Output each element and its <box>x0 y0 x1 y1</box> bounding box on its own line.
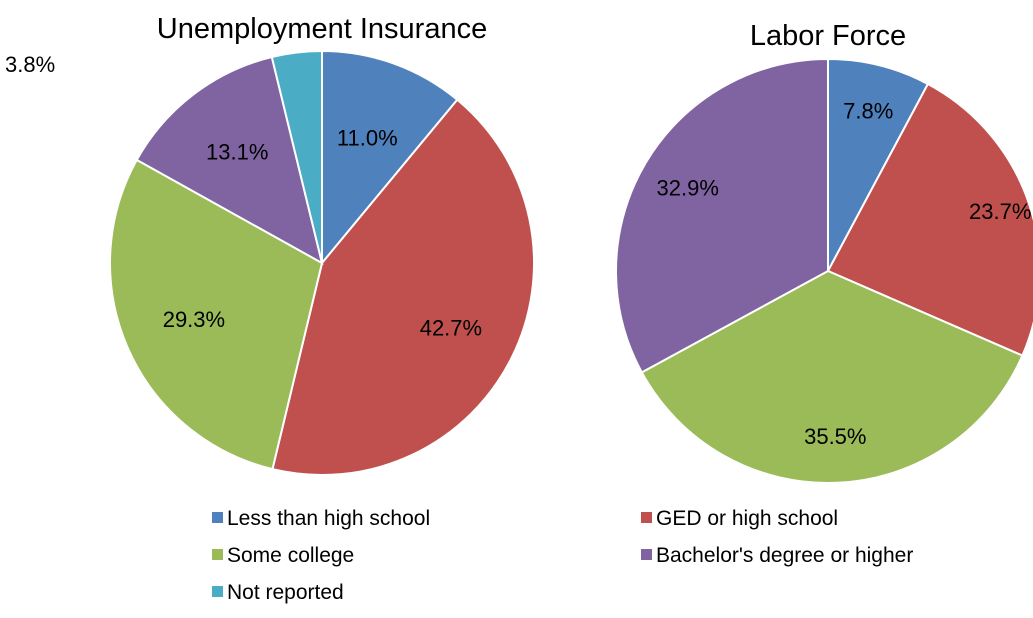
legend-swatch-not-reported <box>212 586 223 597</box>
pie-label-bachelor-s-degree-or-higher: 13.1% <box>206 140 268 165</box>
legend-item-bachelor-s-degree-or-higher: Bachelor's degree or higher <box>641 544 913 567</box>
pie-label-less-than-high-school: 11.0% <box>337 125 398 150</box>
chart-title-unemployment-insurance: Unemployment Insurance <box>157 13 487 45</box>
legend-label-bachelor-s-degree-or-higher: Bachelor's degree or higher <box>656 544 913 567</box>
legend-item-less-than-high-school: Less than high school <box>212 507 430 530</box>
pie-label-less-than-high-school: 7.8% <box>843 99 893 124</box>
pie-slices-unemployment-insurance <box>109 49 535 476</box>
pie-label-ged-or-high-school: 42.7% <box>420 316 482 341</box>
pie-slice-less-than-high-school <box>827 57 930 272</box>
legend-swatch-some-college <box>212 549 223 560</box>
pie-label-some-college: 29.3% <box>163 307 225 332</box>
pie-chart-labor-force: Labor Force 7.8% 23.7% 35.5% 32.9% <box>614 20 1033 484</box>
pie-slice-ged-or-high-school <box>271 98 535 476</box>
legend-swatch-bachelor-s-degree-or-higher <box>641 549 652 560</box>
pie-label-some-college: 35.5% <box>804 424 866 449</box>
pie-slice-less-than-high-school <box>321 49 459 266</box>
pie-label-bachelor-s-degree-or-higher: 32.9% <box>657 176 719 201</box>
legend-swatch-ged-or-high-school <box>641 512 652 523</box>
pie-label-ged-or-high-school: 23.7% <box>969 199 1031 224</box>
legend-item-ged-or-high-school: GED or high school <box>641 507 838 530</box>
legend-label-less-than-high-school: Less than high school <box>227 507 430 530</box>
pie-slice-ged-or-high-school <box>826 82 1033 357</box>
pie-slice-bachelor-s-degree-or-higher <box>614 57 829 374</box>
legend-label-some-college: Some college <box>227 544 354 567</box>
legend-item-not-reported: Not reported <box>212 581 344 604</box>
pie-slices-labor-force <box>614 57 1033 484</box>
pie-labels-labor-force: 7.8% 23.7% 35.5% 32.9% <box>657 99 1032 450</box>
pie-slice-not-reported <box>270 49 323 264</box>
chart-legend: Less than high school GED or high school S… <box>212 507 913 604</box>
pie-chart-unemployment-insurance: Unemployment Insurance 11.0% 42.7% 29.3% 13… <box>5 13 535 476</box>
pie-label-not-reported: 3.8% <box>5 52 55 77</box>
legend-label-not-reported: Not reported <box>227 581 344 604</box>
pie-slice-bachelor-s-degree-or-higher <box>135 55 324 265</box>
pie-labels-unemployment-insurance: 11.0% 42.7% 29.3% 13.1% 3.8% <box>5 52 482 341</box>
legend-swatch-less-than-high-school <box>212 512 223 523</box>
chart-title-labor-force: Labor Force <box>750 20 906 52</box>
pie-slice-some-college <box>109 158 324 471</box>
legend-item-some-college: Some college <box>212 544 354 567</box>
pie-slice-some-college <box>640 269 1024 484</box>
legend-label-ged-or-high-school: GED or high school <box>656 507 838 530</box>
